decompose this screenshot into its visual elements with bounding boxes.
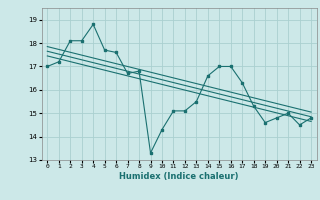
X-axis label: Humidex (Indice chaleur): Humidex (Indice chaleur) xyxy=(119,172,239,181)
